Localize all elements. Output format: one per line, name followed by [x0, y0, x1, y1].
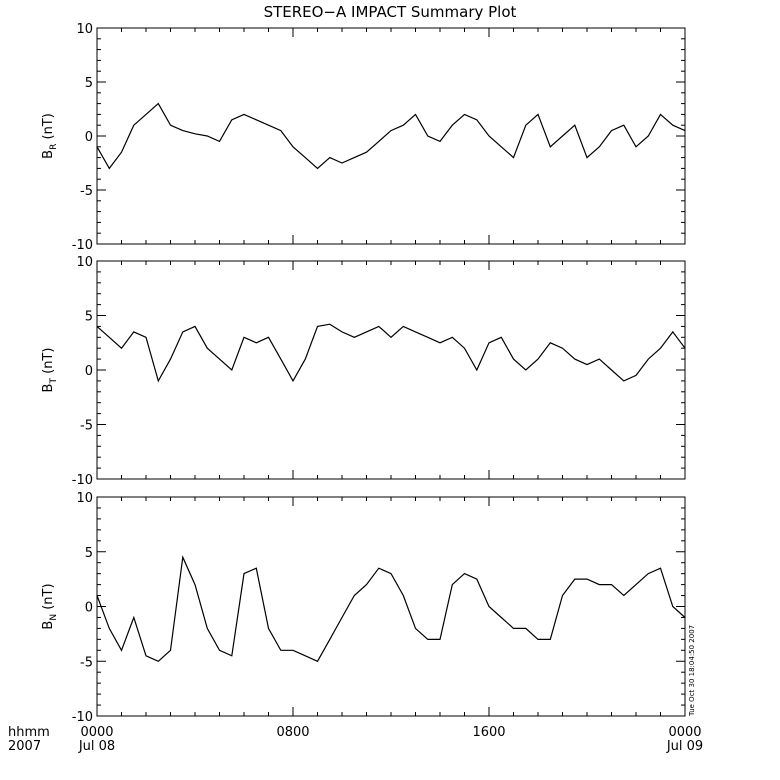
- timestamp-label: Tue Oct 30 18:04:50 2007: [688, 625, 696, 717]
- y-tick-label: -5: [80, 655, 93, 670]
- y-tick-label: 0: [85, 130, 93, 145]
- y-axis-label-sub: N: [49, 614, 59, 621]
- y-tick-label: 10: [76, 22, 93, 37]
- y-axis-label-main: B: [41, 150, 56, 159]
- y-axis-label-unit: (nT): [41, 348, 56, 378]
- x-date-label: Jul 08: [78, 739, 115, 754]
- y-axis-label-unit: (nT): [41, 113, 56, 143]
- y-axis-label-main: B: [41, 384, 56, 393]
- series-line-t: [96, 323, 686, 383]
- panel-r: 10 5 0 -5 -10 BR (nT): [41, 22, 686, 253]
- x-tick-label: 0800: [276, 725, 309, 740]
- x-unit-label: hhmm: [8, 725, 50, 740]
- y-tick-label: 10: [76, 255, 93, 270]
- panel-n: 10 5 0 -5 -10 BN (nT): [41, 491, 686, 725]
- y-axis-label-unit: (nT): [41, 583, 56, 613]
- y-tick-label: 5: [85, 310, 93, 325]
- y-tick-label: -10: [72, 710, 93, 725]
- y-axis-label: BN (nT): [41, 583, 59, 629]
- y-tick-label: 10: [76, 491, 93, 506]
- y-tick-label: 5: [85, 76, 93, 91]
- x-tick-label: 0000: [668, 725, 701, 740]
- y-axis-label-main: B: [41, 621, 56, 630]
- panel-frame: [96, 27, 686, 245]
- panel-frame: [96, 260, 686, 480]
- y-tick-label: 0: [85, 364, 93, 379]
- y-axis-label-sub: T: [49, 378, 59, 385]
- y-axis-label: BR (nT): [41, 113, 59, 159]
- panel-t: 10 5 0 -5 -10 BT (nT): [41, 255, 686, 488]
- chart-title: STEREO−A IMPACT Summary Plot: [264, 3, 517, 21]
- y-axis-label-sub: R: [49, 144, 59, 150]
- x-tick-label: 0000: [80, 725, 113, 740]
- panel-frame: [96, 496, 686, 717]
- x-year-label: 2007: [8, 739, 41, 754]
- series-line-r: [96, 102, 686, 170]
- series-line-n: [96, 555, 686, 663]
- y-tick-label: -5: [80, 419, 93, 434]
- y-tick-label: -10: [72, 473, 93, 488]
- x-tick-label: 1600: [472, 725, 505, 740]
- y-axis-label: BT (nT): [41, 348, 59, 393]
- y-tick-label: 0: [85, 601, 93, 616]
- y-tick-label: -10: [72, 238, 93, 253]
- y-tick-label: 5: [85, 546, 93, 561]
- y-tick-label: -5: [80, 184, 93, 199]
- x-date-label: Jul 09: [666, 739, 703, 754]
